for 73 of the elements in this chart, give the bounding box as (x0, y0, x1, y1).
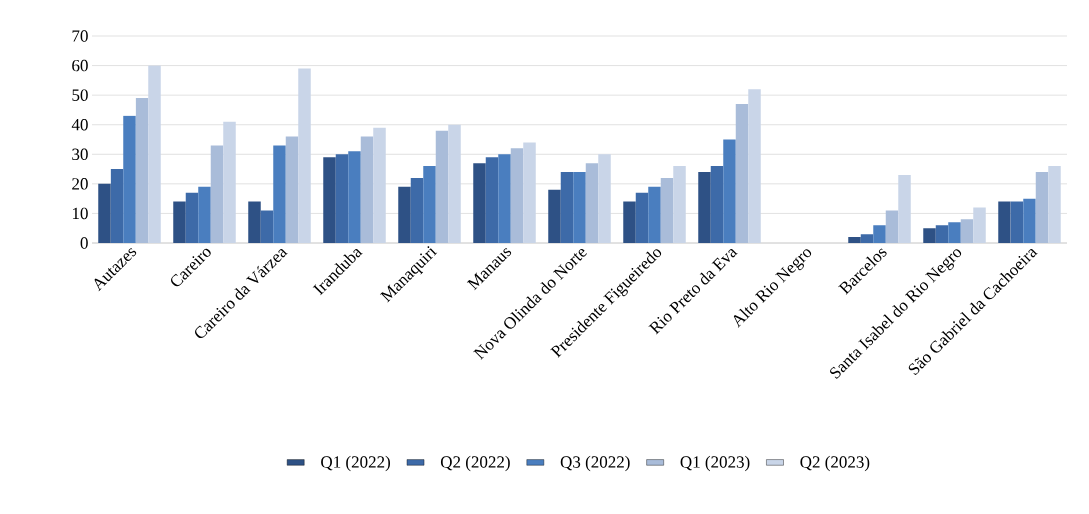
bar (548, 189, 561, 243)
bar (410, 177, 424, 243)
bar (248, 201, 261, 243)
bar (648, 186, 661, 243)
y-tick-label: 50 (72, 89, 88, 101)
bar (848, 237, 861, 243)
bar (210, 145, 224, 243)
bar (598, 154, 611, 243)
bar (860, 234, 874, 243)
bar (660, 177, 674, 243)
bar (885, 210, 899, 243)
legend-label: Q1 (2023) (680, 455, 750, 472)
bar (923, 228, 936, 243)
bar (960, 219, 974, 243)
bar (560, 172, 574, 243)
bar (510, 148, 524, 243)
bar (423, 166, 436, 243)
bar (298, 68, 311, 243)
bar (998, 201, 1011, 243)
bar (335, 154, 349, 243)
y-tick-label: 40 (71, 118, 88, 131)
bar (473, 163, 486, 243)
bar (110, 169, 124, 243)
bar (373, 127, 386, 243)
bar (948, 222, 961, 243)
bar (185, 192, 199, 243)
bar (285, 136, 299, 243)
bar (623, 201, 636, 243)
bar (1035, 172, 1049, 243)
y-tick-label: 0 (80, 237, 88, 249)
y-tick-label: 70 (72, 30, 88, 42)
bar (398, 186, 411, 243)
bar (223, 121, 236, 243)
bar (273, 145, 286, 243)
bar (735, 104, 749, 243)
bar (448, 124, 461, 243)
legend-label: Q2 (2022) (440, 455, 510, 472)
bar (935, 225, 949, 243)
bar (973, 207, 986, 243)
y-tick-label: 10 (72, 207, 88, 220)
bar (198, 186, 211, 243)
bar (435, 130, 449, 243)
bar (698, 172, 711, 243)
bar (873, 225, 886, 243)
y-tick-label: 30 (72, 148, 88, 161)
bar (260, 210, 274, 243)
legend-label: Q3 (2022) (560, 455, 630, 472)
bar (673, 166, 686, 243)
legend-label: Q2 (2023) (800, 455, 870, 472)
bar (148, 65, 161, 243)
bar (573, 172, 586, 243)
bar (635, 192, 649, 243)
bar (898, 174, 911, 243)
bar (523, 142, 536, 243)
bar (323, 157, 336, 243)
bar (710, 166, 724, 243)
y-tick-label: 20 (72, 178, 88, 190)
bar (585, 163, 599, 243)
bar (98, 183, 111, 243)
bar (723, 139, 736, 243)
bar (748, 89, 761, 243)
bar (360, 136, 374, 243)
bar (1010, 201, 1024, 243)
bar (1048, 166, 1061, 243)
bar (173, 201, 186, 243)
legend-label: Q1 (2022) (321, 455, 390, 472)
bar (348, 151, 361, 243)
bar (123, 115, 136, 243)
bar (135, 98, 149, 243)
bar (1023, 198, 1036, 243)
bar (498, 154, 511, 243)
y-tick-label: 60 (72, 59, 88, 72)
bar (485, 157, 499, 243)
